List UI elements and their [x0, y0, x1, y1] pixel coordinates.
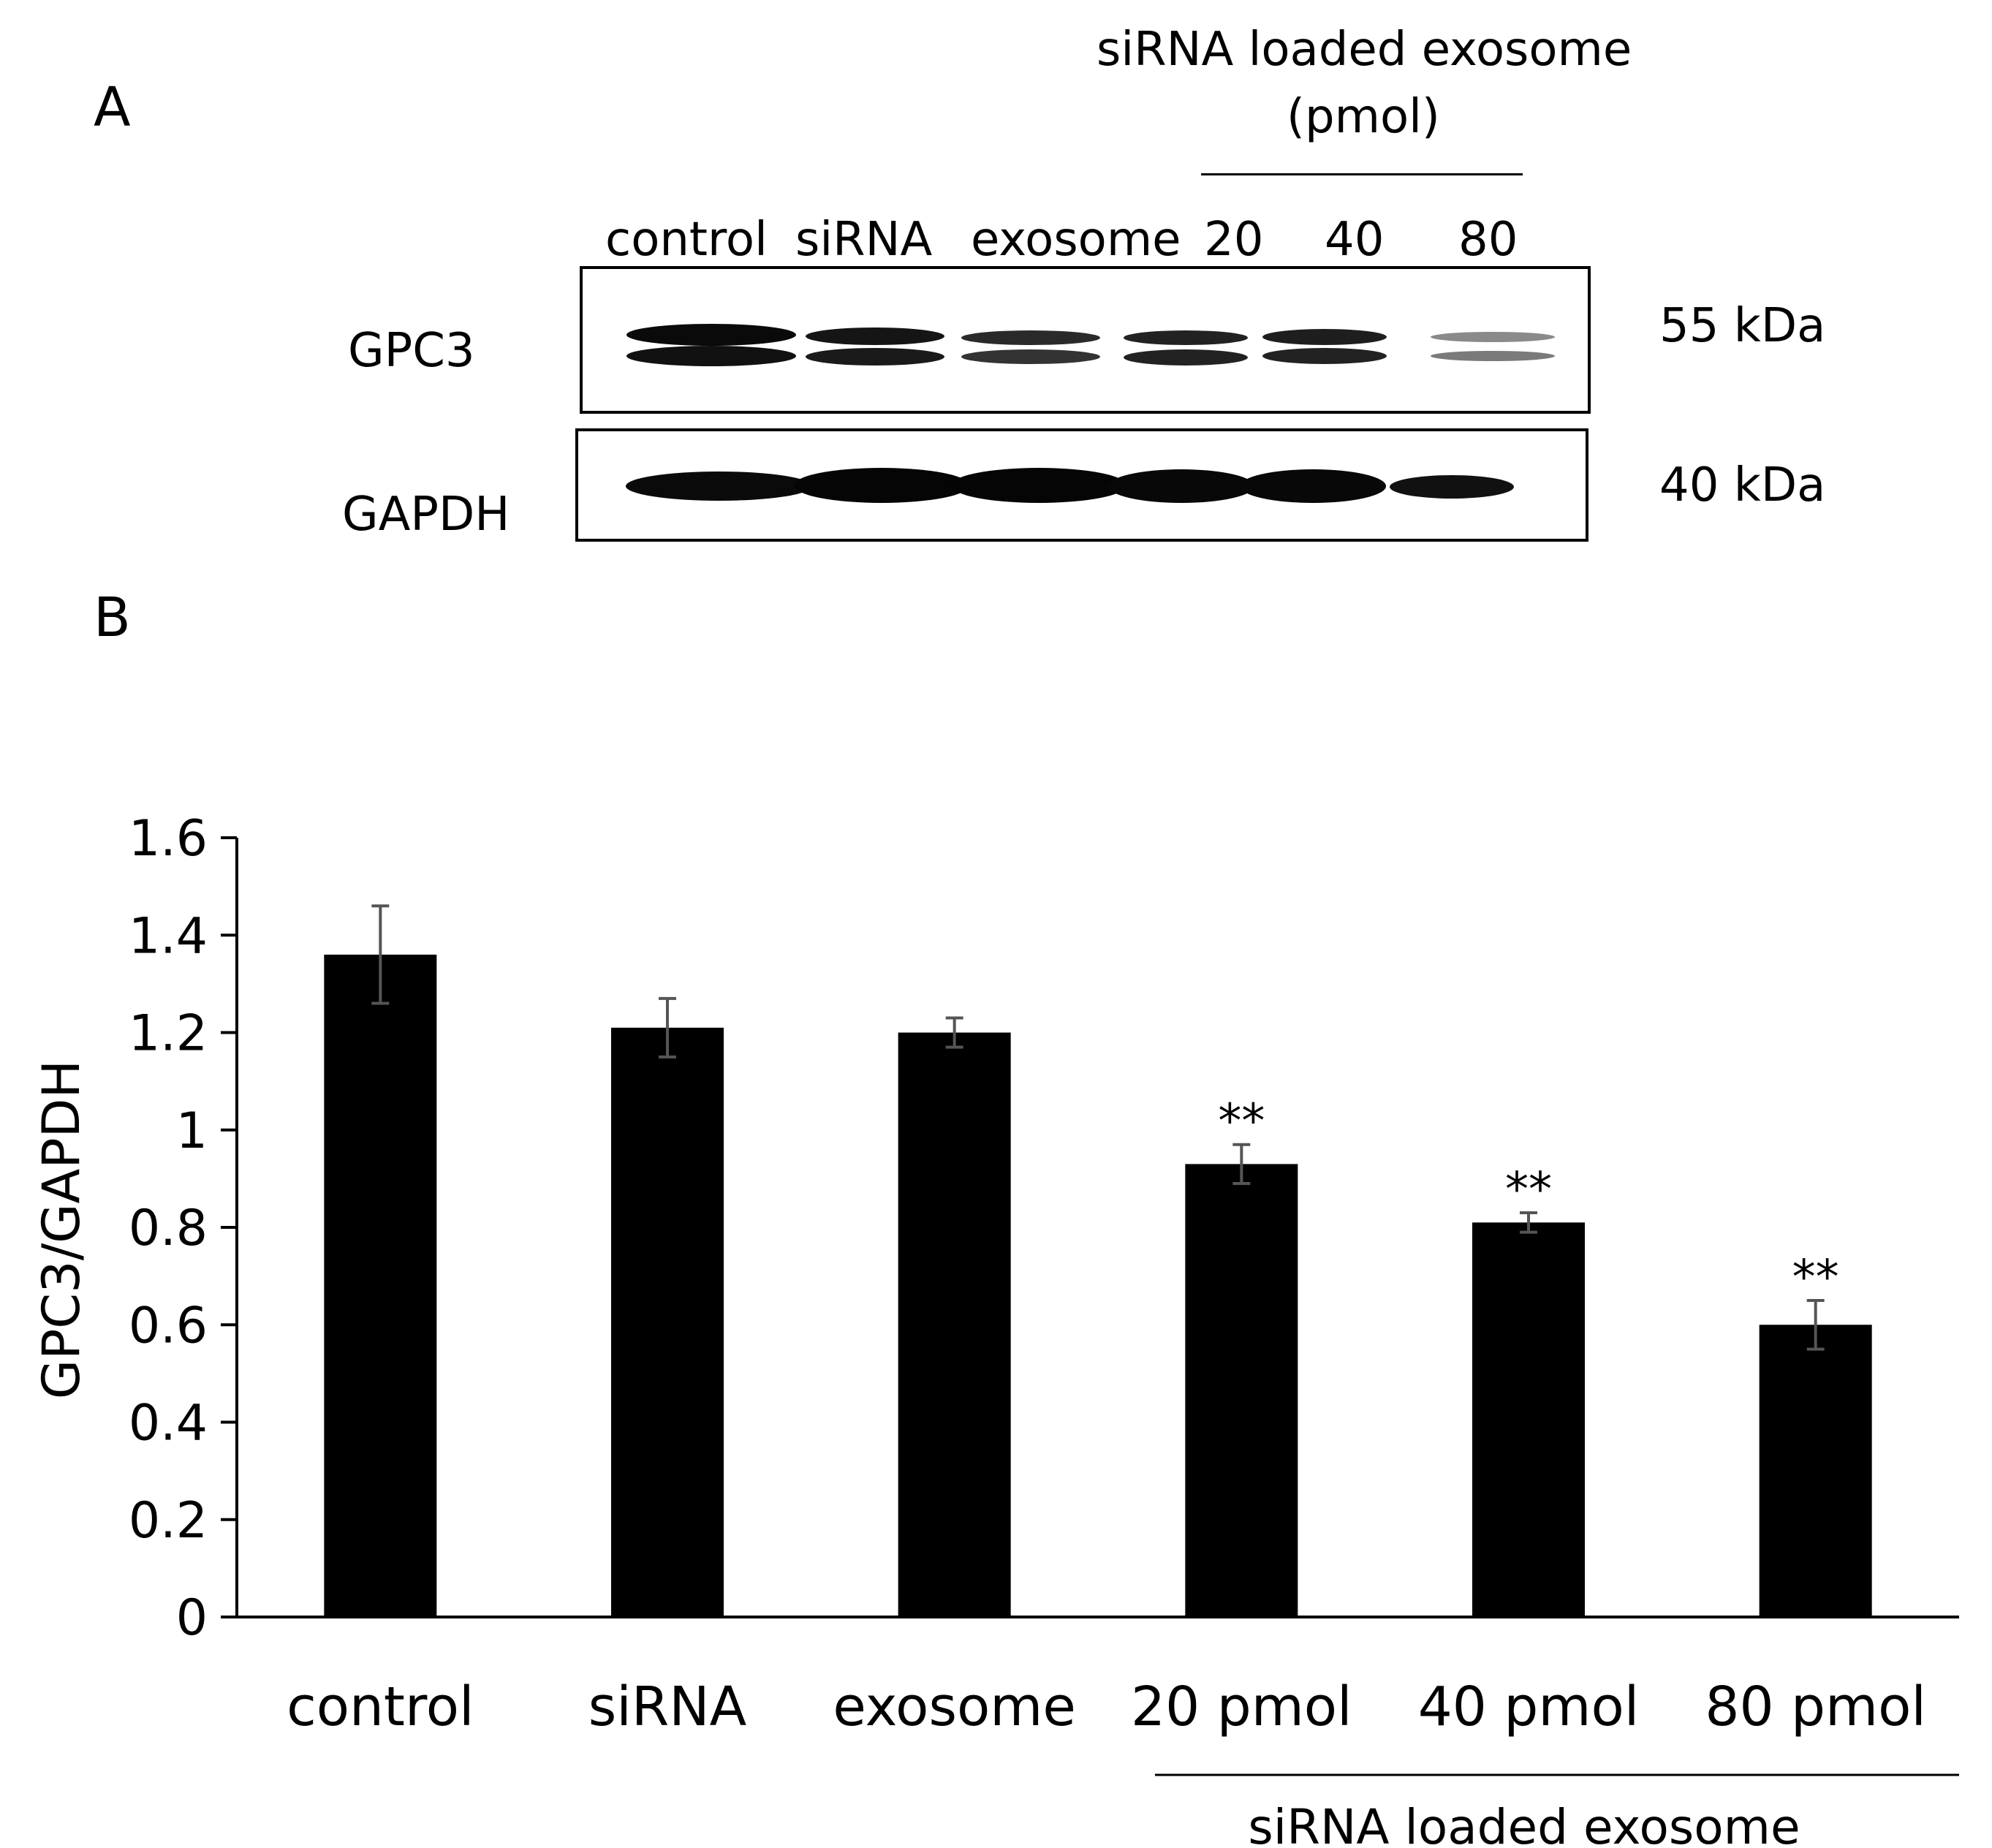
bar-1: [611, 1027, 724, 1617]
blot-group-subtitle: (pmol): [1287, 90, 1440, 144]
gapdh-blot: [575, 428, 1588, 542]
gapdh-band-exosome: [951, 468, 1126, 503]
gpc3-band-sirna-lower: [806, 348, 944, 366]
lane-label-control: control: [605, 213, 768, 267]
blot-mw-gapdh: 40 kDa: [1659, 458, 1826, 512]
panel-label-a: A: [94, 76, 131, 139]
gpc3-blot: [580, 266, 1591, 414]
bar-0: [324, 954, 437, 1617]
significance-marker: **: [1218, 1095, 1265, 1149]
y-tick-label: 1.6: [129, 810, 208, 868]
gpc3-band-80-lower: [1431, 351, 1555, 361]
y-tick-label: 0.6: [129, 1297, 208, 1355]
x-tick-label: 20 pmol: [1131, 1675, 1352, 1738]
gpc3-band-sirna-upper: [806, 327, 944, 345]
lane-label-sirna: siRNA: [795, 213, 933, 267]
y-tick-label: 0.2: [129, 1492, 208, 1550]
significance-marker: **: [1792, 1251, 1839, 1305]
lane-label-20: 20: [1204, 213, 1264, 267]
gpc3-band-80-upper: [1431, 332, 1555, 342]
gpc3-band-20-upper: [1124, 330, 1248, 345]
y-tick-label: 1.2: [129, 1005, 208, 1063]
gpc3-band-exosome-lower: [961, 349, 1100, 364]
group-label: siRNA loaded exosome: [1248, 1799, 1800, 1848]
x-tick-label: 40 pmol: [1418, 1675, 1640, 1738]
lane-label-exosome: exosome: [971, 213, 1181, 267]
gpc3-band-exosome-upper: [961, 330, 1100, 345]
gpc3-band-40-upper: [1262, 329, 1387, 345]
blot-mw-gpc3: 55 kDa: [1659, 299, 1826, 353]
y-tick-label: 0: [176, 1589, 208, 1647]
y-tick-label: 0.8: [129, 1200, 208, 1257]
gapdh-band-20: [1108, 469, 1254, 503]
gpc3-band-control-lower: [626, 346, 796, 366]
y-tick-label: 0.4: [129, 1395, 208, 1453]
x-tick-label: 80 pmol: [1705, 1675, 1926, 1738]
blot-row-label-gpc3: GPC3: [348, 324, 475, 378]
gpc3-band-20-lower: [1124, 349, 1248, 366]
significance-marker: **: [1505, 1163, 1552, 1217]
blot-row-label-gapdh: GAPDH: [342, 488, 510, 542]
x-tick-label: control: [287, 1675, 474, 1738]
gpc3-band-control-upper: [626, 324, 796, 346]
gapdh-band-40: [1240, 469, 1386, 503]
panel-label-b: B: [94, 586, 131, 649]
bar-5: [1759, 1325, 1872, 1617]
x-tick-label: exosome: [833, 1675, 1075, 1738]
bar-2: [898, 1032, 1011, 1617]
lane-label-80: 80: [1458, 213, 1518, 267]
blot-group-title: siRNA loaded exosome: [1097, 23, 1632, 77]
gapdh-band-sirna: [794, 468, 969, 503]
y-tick-label: 1.4: [129, 907, 208, 965]
bar-3: [1185, 1164, 1298, 1617]
lane-label-40: 40: [1325, 213, 1385, 267]
blot-group-line: [1201, 173, 1523, 175]
gapdh-band-80: [1390, 475, 1514, 499]
y-tick-label: 1: [176, 1102, 208, 1160]
x-tick-label: siRNA: [588, 1675, 747, 1738]
bar-4: [1472, 1222, 1585, 1617]
gpc3-band-40-lower: [1262, 348, 1387, 364]
gapdh-band-control: [626, 472, 812, 501]
y-axis-label: GPC3/GAPDH: [31, 1060, 91, 1399]
